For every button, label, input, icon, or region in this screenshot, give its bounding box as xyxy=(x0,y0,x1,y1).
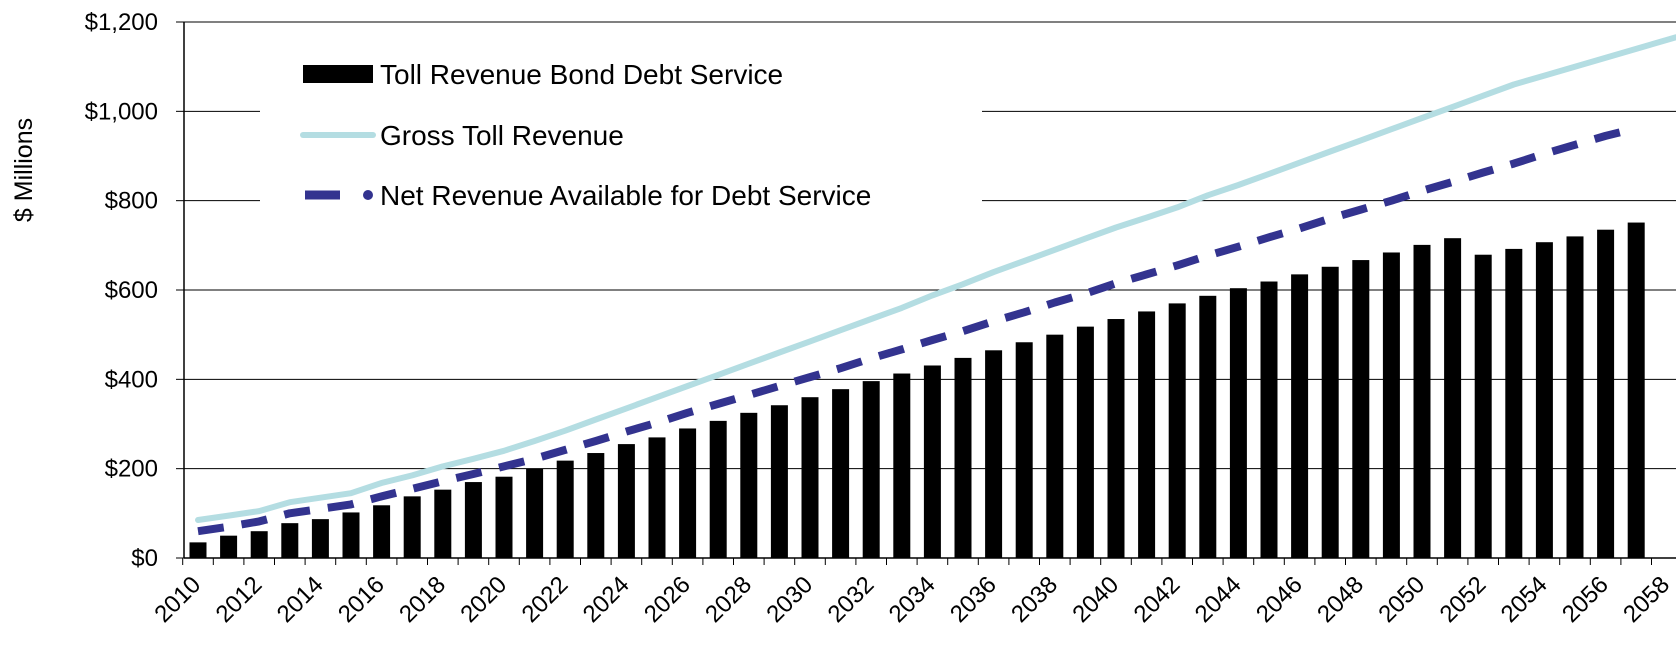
bar-debt-service xyxy=(832,389,850,558)
legend-box xyxy=(260,42,982,228)
bar-debt-service xyxy=(1413,244,1431,559)
x-tick-label: 2042 xyxy=(1129,571,1186,628)
bar-debt-service xyxy=(954,357,972,558)
x-tick-label: 2030 xyxy=(761,571,818,628)
bar-debt-service xyxy=(1015,342,1033,558)
bar-debt-service xyxy=(587,453,605,558)
bar-debt-service xyxy=(1627,222,1645,558)
revenue-lines xyxy=(195,34,1676,536)
x-tick-label: 2034 xyxy=(884,571,941,628)
line-gross-toll-revenue xyxy=(195,34,1676,523)
bar-debt-service xyxy=(1260,281,1278,558)
bar-debt-service xyxy=(679,428,697,558)
y-tick-label: $1,000 xyxy=(85,98,158,125)
bar-debt-service xyxy=(770,405,788,558)
bar-debt-service xyxy=(862,381,880,558)
legend-label: Toll Revenue Bond Debt Service xyxy=(380,59,783,90)
x-tick-label: 2058 xyxy=(1618,571,1675,628)
bar-debt-service xyxy=(1444,238,1462,559)
bar-debt-service xyxy=(1199,295,1217,558)
legend-swatch-bar xyxy=(303,65,373,83)
x-tick-label: 2032 xyxy=(823,571,880,628)
bar-debt-service xyxy=(464,482,482,558)
bar-debt-service xyxy=(1474,254,1492,559)
x-tick-label: 2018 xyxy=(394,571,451,628)
y-tick-label: $800 xyxy=(105,188,158,215)
bar-debt-service xyxy=(250,531,268,558)
legend-label: Gross Toll Revenue xyxy=(380,120,624,151)
x-tick-label: 2052 xyxy=(1435,571,1492,628)
bar-debt-service xyxy=(1076,326,1094,558)
y-tick-label: $1,200 xyxy=(85,9,158,36)
bar-debt-service xyxy=(648,437,666,558)
bar-debt-service xyxy=(556,460,574,558)
bar-debt-service xyxy=(709,420,727,558)
bar-debt-service xyxy=(985,350,1003,558)
y-tick-label: $600 xyxy=(105,277,158,304)
bar-debt-service xyxy=(495,476,513,558)
x-tick-label: 2044 xyxy=(1190,571,1247,628)
bar-debt-service xyxy=(526,468,544,558)
bar-debt-service xyxy=(1291,274,1309,558)
bar-debt-service xyxy=(434,489,452,558)
bar-debt-service xyxy=(1352,260,1370,558)
x-tick-label: 2026 xyxy=(639,571,696,628)
y-tick-label: $0 xyxy=(131,545,158,572)
bar-debt-service xyxy=(1535,242,1553,558)
bar-debt-service xyxy=(923,365,941,558)
bar-debt-service xyxy=(1597,229,1615,558)
bar-debt-service xyxy=(373,505,391,558)
x-tick-label: 2036 xyxy=(945,571,1002,628)
x-tick-label: 2020 xyxy=(455,571,512,628)
x-tick-label: 2048 xyxy=(1312,571,1369,628)
x-tick-label: 2010 xyxy=(149,571,206,628)
legend-swatch-dot xyxy=(363,190,373,200)
bar-debt-service xyxy=(1382,252,1400,559)
legend: Toll Revenue Bond Debt Service Gross Toll… xyxy=(260,42,982,228)
bar-debt-service xyxy=(1107,319,1125,558)
y-axis-title: $ Millions xyxy=(10,118,38,222)
bar-debt-service xyxy=(403,496,421,558)
bar-debt-service xyxy=(1505,248,1523,558)
x-tick-label: 2012 xyxy=(211,571,268,628)
bar-debt-service xyxy=(189,542,207,558)
x-tick-label: 2046 xyxy=(1251,571,1308,628)
x-tick-label: 2022 xyxy=(517,571,574,628)
x-tick-label: 2028 xyxy=(700,571,757,628)
x-tick-label: 2054 xyxy=(1496,571,1553,628)
x-tick-label: 2014 xyxy=(272,571,329,628)
bar-debt-service xyxy=(1229,288,1247,558)
x-tick-label: 2038 xyxy=(1006,571,1063,628)
bar-debt-service xyxy=(281,523,299,558)
bar-debt-service xyxy=(220,535,238,558)
y-tick-label: $400 xyxy=(105,366,158,393)
bar-debt-service xyxy=(1168,303,1186,558)
bar-debt-service xyxy=(342,512,360,558)
bar-debt-service xyxy=(1138,311,1156,558)
x-tick-label: 2050 xyxy=(1373,571,1430,628)
line-net-revenue xyxy=(197,124,1638,536)
debt-service-bars xyxy=(189,222,1645,559)
bar-debt-service xyxy=(311,519,329,558)
legend-label: Net Revenue Available for Debt Service xyxy=(380,180,871,211)
bar-debt-service xyxy=(617,444,635,558)
bar-debt-service xyxy=(740,412,758,558)
bar-debt-service xyxy=(1566,236,1584,558)
y-tick-label: $200 xyxy=(105,456,158,483)
bar-debt-service xyxy=(893,373,911,558)
x-tick-label: 2016 xyxy=(333,571,390,628)
bar-debt-service xyxy=(1046,334,1064,558)
x-tick-label: 2024 xyxy=(578,571,635,628)
bar-debt-service xyxy=(1321,266,1339,558)
bar-debt-service xyxy=(801,397,819,558)
x-tick-label: 2040 xyxy=(1067,571,1124,628)
x-tick-label: 2056 xyxy=(1557,571,1614,628)
